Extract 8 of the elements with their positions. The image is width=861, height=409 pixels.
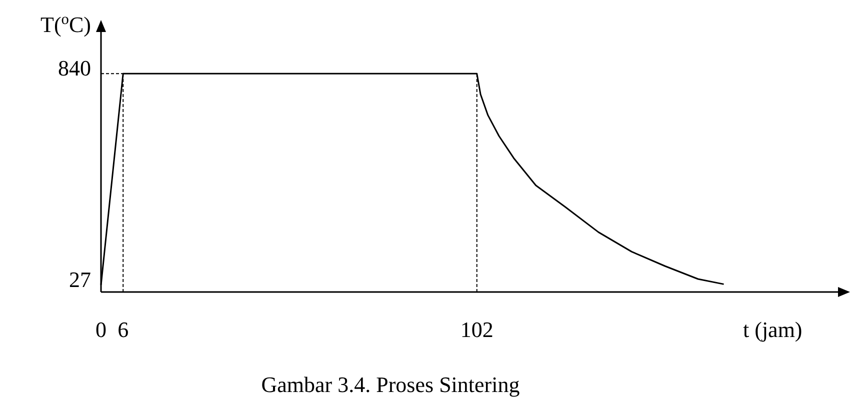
x-axis-title: t (jam) xyxy=(743,317,802,342)
y-tick-label: 27 xyxy=(69,266,91,292)
x-tick-label: 102 xyxy=(460,317,494,342)
x-tick-label: 6 xyxy=(118,317,129,342)
x-tick-label: 0 xyxy=(96,317,106,342)
y-tick-label: 840 xyxy=(58,56,91,81)
text: Gambar 3.4. Proses Sintering xyxy=(261,372,520,397)
y-axis-title: T($^{o}$C) xyxy=(40,10,91,37)
